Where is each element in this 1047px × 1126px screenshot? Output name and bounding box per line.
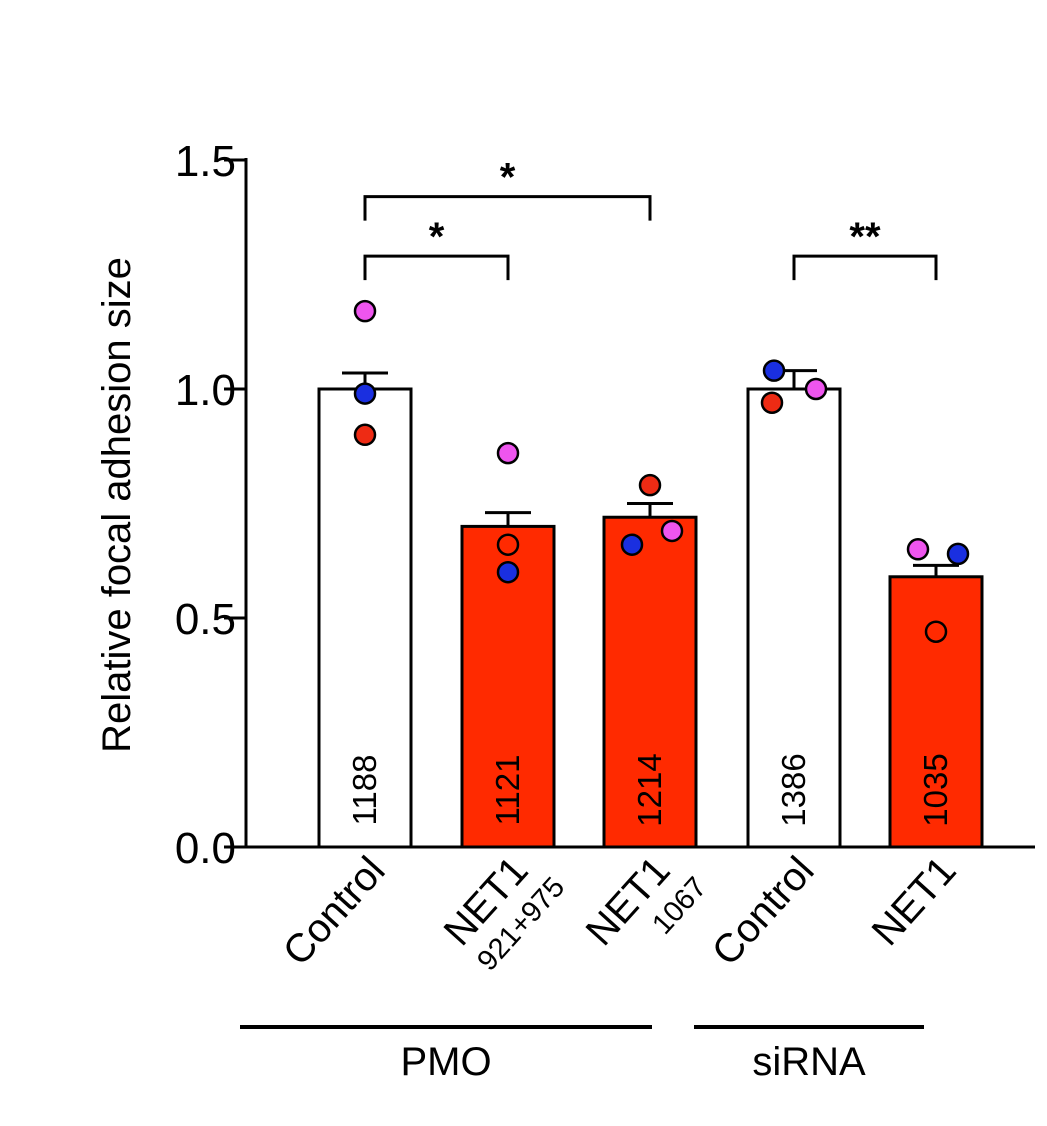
data-point <box>804 377 828 401</box>
y-axis-title: Relative focal adhesion size <box>95 257 139 753</box>
bar-n-label: 1214 <box>631 753 668 826</box>
bar <box>317 387 413 849</box>
y-tick-label: 1.5 <box>175 137 236 186</box>
x-category-label: Control <box>704 849 823 974</box>
data-point <box>762 359 786 382</box>
y-tick-label: 1.0 <box>175 366 236 415</box>
significance-label: ** <box>849 215 881 259</box>
x-category-label: Control <box>275 849 394 974</box>
significance-bracket <box>363 195 652 221</box>
bar <box>602 515 698 849</box>
significance-bracket <box>792 254 938 281</box>
data-point <box>946 542 970 566</box>
data-point <box>760 391 784 414</box>
data-point <box>496 560 520 584</box>
y-tick-label: 0.0 <box>175 824 236 873</box>
significance-label: * <box>429 215 445 259</box>
significance-bracket <box>363 254 510 281</box>
bar-n-label: 1386 <box>775 753 812 826</box>
data-point <box>353 299 377 323</box>
data-point <box>620 533 644 556</box>
bar-n-label: 1121 <box>489 755 526 826</box>
data-point <box>496 441 520 465</box>
group-label: siRNA <box>752 1040 866 1084</box>
data-point <box>496 533 520 556</box>
data-point <box>924 620 948 643</box>
bar-n-label: 1035 <box>917 753 954 826</box>
data-point <box>353 382 377 405</box>
group-label: PMO <box>400 1040 491 1084</box>
bar-n-label: 1188 <box>346 755 383 826</box>
data-point <box>906 538 930 561</box>
y-tick-label: 0.5 <box>175 595 236 644</box>
data-point <box>660 519 684 543</box>
significance-label: * <box>500 156 516 200</box>
x-category-label: NET1 <box>864 849 965 954</box>
data-point <box>353 423 377 447</box>
data-point <box>638 473 662 497</box>
